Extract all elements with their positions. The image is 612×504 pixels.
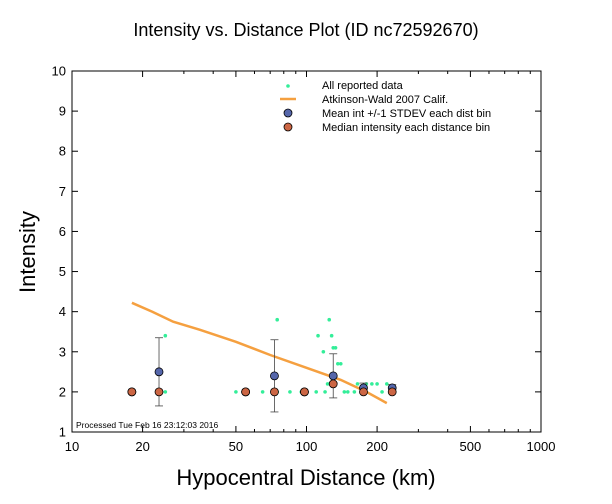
x-tick-label: 50 <box>229 439 243 454</box>
mean-intensity-point <box>328 371 338 381</box>
x-axis-ticks: 10 20 50 100 200 500 1000 <box>65 71 556 454</box>
reported-data-point <box>355 382 360 386</box>
median-intensity-point <box>127 387 137 397</box>
median-intensity-point <box>387 387 397 397</box>
chart-title: Intensity vs. Distance Plot (ID nc725926… <box>133 20 478 40</box>
mean-intensity-point <box>154 367 164 377</box>
reported-data-point <box>321 349 326 354</box>
median-intensity-point <box>270 387 279 397</box>
reported-data-point <box>163 390 168 394</box>
reported-data-point <box>327 317 332 322</box>
y-tick-label: 6 <box>59 224 66 239</box>
x-tick-label: 100 <box>296 439 318 454</box>
y-tick-label: 4 <box>59 304 66 319</box>
median-intensity-point <box>359 387 368 397</box>
median-intensity-point <box>154 387 164 397</box>
x-tick-label: 500 <box>460 439 482 454</box>
reported-data-point <box>323 390 327 394</box>
legend-swatch-reported-data <box>286 84 290 88</box>
reported-data-point <box>380 390 384 394</box>
reported-data-point <box>336 362 340 366</box>
legend-label: All reported data <box>322 80 404 92</box>
y-axis-label: Intensity <box>15 211 40 293</box>
reported-data-point <box>375 382 379 386</box>
median-intensity-point <box>241 387 251 397</box>
reported-data-point <box>370 382 374 386</box>
x-tick-label: 20 <box>135 439 149 454</box>
reported-data-point <box>342 390 347 394</box>
atkinson-wald-line <box>131 301 388 405</box>
legend-label: Atkinson-Wald 2007 Calif. <box>322 94 448 106</box>
reported-data-point <box>325 382 330 386</box>
x-tick-label: 10 <box>65 439 79 454</box>
y-tick-label: 8 <box>59 144 66 159</box>
x-axis-label: Hypocentral Distance (km) <box>176 465 435 490</box>
y-axis-ticks: 1 2 3 4 5 6 7 8 9 10 <box>52 64 541 440</box>
reported-data-point <box>345 390 350 394</box>
legend-label: Mean int +/-1 STDEV each dist bin <box>322 108 491 120</box>
mean-intensity-point <box>270 371 279 381</box>
y-tick-label: 2 <box>59 384 66 399</box>
reported-data-point <box>288 390 292 394</box>
reported-data-point <box>333 345 338 350</box>
legend-swatch-median <box>283 122 293 132</box>
reported-data-point <box>384 382 389 386</box>
median-intensity-point <box>300 387 309 397</box>
legend-swatch-mean <box>283 108 293 118</box>
legend-label: Median intensity each distance bin <box>322 122 490 134</box>
y-tick-label: 1 <box>59 425 66 440</box>
series-layer <box>127 301 397 413</box>
chart-legend: All reported data Atkinson-Wald 2007 Cali… <box>280 80 491 134</box>
reported-data-point <box>316 333 320 338</box>
reported-data-point <box>329 333 334 338</box>
reported-data-point <box>352 390 357 394</box>
y-tick-label: 10 <box>52 64 66 79</box>
y-tick-label: 9 <box>59 104 66 119</box>
y-tick-label: 7 <box>59 184 66 199</box>
y-tick-label: 3 <box>59 344 66 359</box>
reported-data-point <box>338 362 343 366</box>
median-intensity-point <box>328 379 338 389</box>
x-tick-label: 1000 <box>527 439 556 454</box>
reported-data-point <box>234 390 238 394</box>
reported-data-point <box>314 390 319 394</box>
reported-data-point <box>275 317 280 322</box>
y-tick-label: 5 <box>59 264 66 279</box>
processed-timestamp-annotation: Processed Tue Feb 16 23:12:03 2016 <box>76 420 219 430</box>
reported-data-point <box>163 333 168 338</box>
reported-data-point <box>260 390 265 394</box>
x-tick-label: 200 <box>366 439 388 454</box>
